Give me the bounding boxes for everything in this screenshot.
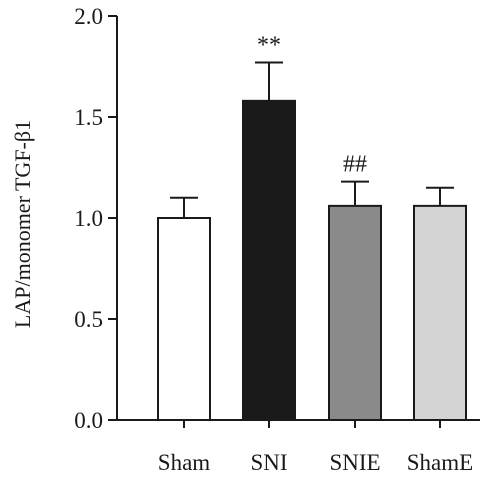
bar-snie [328, 204, 382, 421]
significance-annotation: ** [257, 32, 281, 58]
y-axis-label: LAP/monomer TGF-β1 [10, 120, 35, 328]
x-tick-label: SNI [250, 450, 287, 475]
x-tick-label: Sham [158, 450, 211, 475]
significance-annotations: ** ## [257, 32, 367, 177]
y-tick-label: 1.5 [74, 105, 103, 130]
y-tick-label: 2.0 [74, 4, 103, 29]
bars [157, 99, 467, 421]
y-tick-label: 1.0 [74, 206, 103, 231]
x-tick-label: SNIE [329, 450, 380, 475]
bar-shame [413, 204, 467, 421]
bar-sni [242, 99, 296, 421]
error-bars [170, 61, 454, 218]
significance-annotation: ## [343, 152, 367, 178]
y-axis: 0.0 0.5 1.0 1.5 2.0 [74, 4, 118, 433]
y-tick-label: 0.0 [74, 408, 103, 433]
bar-sham [157, 217, 211, 421]
y-tick-label: 0.5 [74, 307, 103, 332]
x-tick-label: ShamE [407, 450, 473, 475]
x-axis: Sham SNI SNIE ShamE [117, 419, 480, 475]
